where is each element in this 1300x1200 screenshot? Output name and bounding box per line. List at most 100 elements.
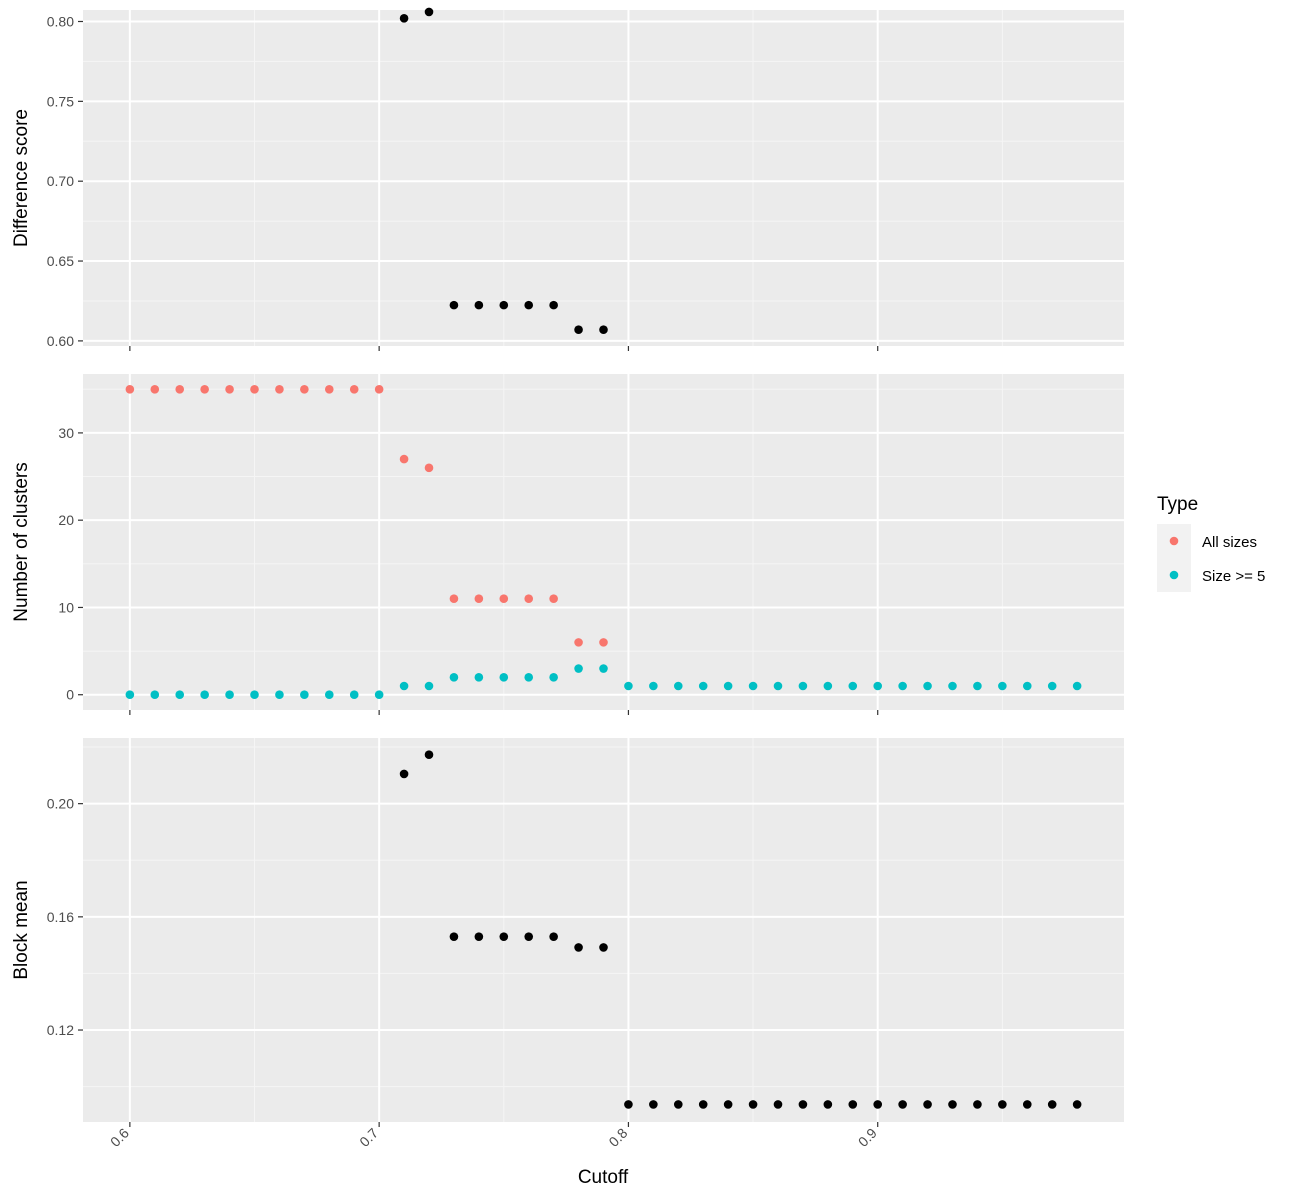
point-size-5 — [773, 681, 783, 691]
point-size-5 — [848, 681, 858, 691]
point-size-5 — [973, 681, 982, 691]
point-series — [424, 750, 434, 759]
point-series — [549, 300, 558, 310]
legend-label-size-ge-5: Size >= 5 — [1202, 568, 1265, 585]
x-tick-label: 0.8 — [605, 1125, 630, 1150]
point-series — [923, 1100, 932, 1109]
point-size-5 — [524, 672, 534, 682]
point-all-sizes — [200, 384, 209, 394]
y-tick-label: 0.70 — [47, 173, 74, 189]
point-series — [1072, 1100, 1082, 1109]
point-series — [474, 300, 484, 310]
panel-background — [83, 738, 1124, 1122]
legend-key-size-ge-5 — [1169, 570, 1179, 580]
panel-block-mean: 0.12 0.16 0.20 0.6 0.7 0.8 0.9 Block mean — [11, 738, 1124, 1150]
point-series — [624, 1100, 633, 1109]
point-all-sizes — [275, 384, 284, 394]
point-series — [649, 1100, 658, 1109]
legend-title: Type — [1157, 494, 1198, 515]
point-size-5 — [1022, 681, 1032, 691]
point-all-sizes — [499, 594, 509, 604]
point-series — [449, 300, 459, 310]
y-tick-label: 0.65 — [47, 253, 74, 269]
legend-label-all-sizes: All sizes — [1202, 534, 1257, 551]
point-size-5 — [649, 681, 658, 691]
point-all-sizes — [300, 384, 309, 394]
point-size-5 — [898, 681, 907, 691]
point-size-5 — [748, 681, 758, 691]
point-size-5 — [1047, 681, 1057, 691]
y-tick-label: 10 — [58, 599, 74, 615]
point-series — [673, 1100, 683, 1109]
point-size-5 — [798, 681, 808, 691]
point-size-5 — [449, 672, 459, 682]
point-size-5 — [474, 672, 484, 682]
panel-background — [83, 374, 1124, 710]
point-all-sizes — [324, 384, 334, 394]
point-size-5 — [698, 681, 708, 691]
y-tick-label: 0.60 — [47, 333, 74, 349]
point-series — [698, 1100, 708, 1109]
point-size-5 — [549, 672, 558, 682]
point-size-5 — [624, 681, 633, 691]
panel-difference-score: 0.60 0.65 0.70 0.75 0.80 Difference score — [11, 7, 1124, 351]
y-axis-title: Difference score — [11, 109, 32, 247]
point-all-sizes — [549, 594, 558, 604]
point-size-5 — [723, 681, 733, 691]
point-all-sizes — [150, 384, 160, 394]
point-series — [449, 932, 459, 941]
point-size-5 — [574, 664, 583, 673]
point-series — [574, 325, 583, 335]
point-size-5 — [349, 690, 359, 700]
x-tick-label: 0.6 — [107, 1125, 132, 1150]
point-size-5 — [424, 681, 434, 691]
point-series — [599, 943, 608, 952]
point-series — [773, 1100, 783, 1109]
point-size-5 — [300, 690, 309, 700]
point-series — [499, 932, 509, 941]
panel-number-of-clusters: 0 10 20 30 Number of clusters — [11, 374, 1124, 715]
point-series — [723, 1100, 733, 1109]
point-series — [1047, 1100, 1057, 1109]
point-series — [798, 1100, 808, 1109]
point-series — [524, 932, 534, 941]
point-all-sizes — [424, 463, 434, 473]
point-series — [898, 1100, 907, 1109]
x-tick-label: 0.9 — [855, 1125, 880, 1150]
point-size-5 — [499, 672, 509, 682]
y-axis-title: Number of clusters — [11, 462, 32, 621]
point-size-5 — [873, 681, 883, 691]
y-tick-label: 0.80 — [47, 13, 74, 29]
point-series — [524, 300, 534, 310]
point-all-sizes — [574, 638, 583, 647]
point-all-sizes — [599, 638, 608, 647]
point-size-5 — [150, 690, 160, 700]
point-all-sizes — [349, 384, 359, 394]
point-series — [399, 769, 409, 779]
y-tick-label: 30 — [58, 425, 74, 441]
panel-background — [83, 10, 1124, 346]
point-series — [424, 7, 434, 17]
y-tick-label: 0.75 — [47, 93, 74, 109]
point-all-sizes — [399, 454, 409, 464]
point-series — [1022, 1100, 1032, 1109]
point-size-5 — [1072, 681, 1082, 691]
legend: Type All sizes Size >= 5 — [1157, 494, 1265, 592]
point-series — [574, 943, 583, 952]
point-size-5 — [200, 690, 209, 700]
point-series — [399, 14, 409, 23]
point-all-sizes — [374, 384, 384, 394]
point-size-5 — [948, 681, 957, 691]
y-tick-label: 0.16 — [47, 909, 74, 925]
point-series — [823, 1100, 833, 1109]
point-all-sizes — [175, 384, 185, 394]
point-size-5 — [599, 664, 608, 673]
y-tick-label: 0 — [66, 687, 74, 703]
point-series — [848, 1100, 858, 1109]
point-all-sizes — [225, 384, 234, 394]
y-tick-label: 20 — [58, 512, 74, 528]
point-size-5 — [225, 690, 234, 700]
point-size-5 — [324, 690, 334, 700]
point-size-5 — [250, 690, 259, 700]
